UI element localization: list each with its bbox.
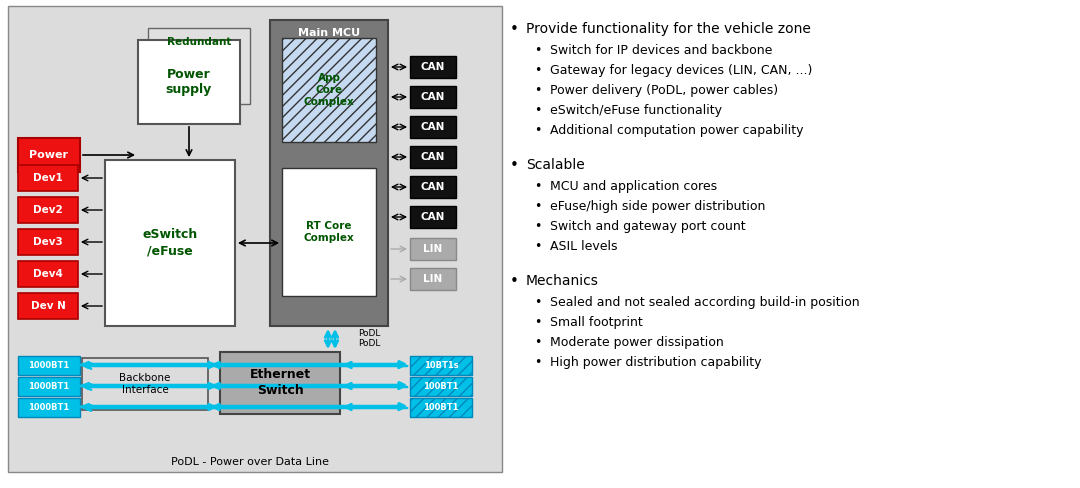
- Bar: [410, 268, 456, 290]
- Text: •: •: [534, 84, 541, 97]
- Text: Power: Power: [29, 150, 68, 160]
- Text: CAN: CAN: [421, 182, 445, 192]
- Text: LIN: LIN: [423, 244, 443, 254]
- Bar: [270, 20, 388, 326]
- Text: Dev N: Dev N: [30, 301, 66, 311]
- Bar: [410, 56, 456, 78]
- Text: •: •: [534, 200, 541, 213]
- Text: Power delivery (PoDL, power cables): Power delivery (PoDL, power cables): [550, 84, 778, 97]
- Text: eFuse/high side power distribution: eFuse/high side power distribution: [550, 200, 766, 213]
- Text: •: •: [534, 316, 541, 329]
- Text: 10BT1s: 10BT1s: [423, 361, 458, 370]
- Text: Redundant: Redundant: [166, 37, 231, 47]
- Text: 1000BT1: 1000BT1: [28, 403, 69, 412]
- Bar: [18, 165, 78, 191]
- Bar: [410, 356, 472, 375]
- Text: •: •: [510, 158, 518, 173]
- Bar: [18, 293, 78, 319]
- Bar: [410, 206, 456, 228]
- Text: •: •: [534, 336, 541, 349]
- Text: CAN: CAN: [421, 152, 445, 162]
- Text: CAN: CAN: [421, 212, 445, 222]
- Bar: [18, 356, 80, 375]
- Bar: [18, 398, 80, 417]
- Bar: [282, 38, 376, 142]
- Text: •: •: [534, 240, 541, 253]
- Bar: [138, 40, 240, 124]
- Text: Switch and gateway port count: Switch and gateway port count: [550, 220, 745, 233]
- Text: PoDL - Power over Data Line: PoDL - Power over Data Line: [171, 457, 329, 467]
- Bar: [410, 116, 456, 138]
- Text: •: •: [534, 104, 541, 117]
- Bar: [410, 86, 456, 108]
- Text: •: •: [534, 124, 541, 137]
- Bar: [282, 168, 376, 296]
- Text: •: •: [534, 356, 541, 369]
- Bar: [8, 6, 502, 472]
- Text: Moderate power dissipation: Moderate power dissipation: [550, 336, 724, 349]
- Text: •: •: [534, 64, 541, 77]
- Text: Sealed and not sealed according build-in position: Sealed and not sealed according build-in…: [550, 296, 860, 309]
- Text: Backbone
Interface: Backbone Interface: [119, 373, 171, 395]
- Text: PoDL: PoDL: [357, 329, 380, 339]
- Text: Additional computation power capability: Additional computation power capability: [550, 124, 804, 137]
- Bar: [82, 358, 208, 410]
- Bar: [18, 261, 78, 287]
- Text: CAN: CAN: [421, 62, 445, 72]
- Text: •: •: [534, 180, 541, 193]
- Text: 1000BT1: 1000BT1: [28, 382, 69, 391]
- Text: •: •: [534, 44, 541, 57]
- Text: Ethernet
Switch: Ethernet Switch: [249, 368, 311, 398]
- Bar: [148, 28, 249, 104]
- Text: Dev2: Dev2: [33, 205, 63, 215]
- Text: eSwitch/eFuse functionality: eSwitch/eFuse functionality: [550, 104, 723, 117]
- Text: •: •: [534, 296, 541, 309]
- Text: Mechanics: Mechanics: [526, 274, 599, 288]
- Text: Dev1: Dev1: [33, 173, 63, 183]
- Text: Gateway for legacy devices (LIN, CAN, ...): Gateway for legacy devices (LIN, CAN, ..…: [550, 64, 812, 77]
- Bar: [18, 377, 80, 396]
- Text: Dev3: Dev3: [33, 237, 63, 247]
- Bar: [410, 176, 456, 198]
- Text: High power distribution capability: High power distribution capability: [550, 356, 761, 369]
- Text: Main MCU: Main MCU: [298, 28, 360, 38]
- Bar: [18, 138, 80, 172]
- Text: CAN: CAN: [421, 92, 445, 102]
- Bar: [105, 160, 235, 326]
- Text: •: •: [510, 274, 518, 289]
- Bar: [410, 398, 472, 417]
- Text: 1000BT1: 1000BT1: [28, 361, 69, 370]
- Text: App
Core
Complex: App Core Complex: [303, 73, 354, 107]
- Text: Provide functionality for the vehicle zone: Provide functionality for the vehicle zo…: [526, 22, 811, 36]
- Text: Scalable: Scalable: [526, 158, 584, 172]
- Bar: [410, 146, 456, 168]
- Text: RT Core
Complex: RT Core Complex: [303, 221, 354, 243]
- Text: Switch for IP devices and backbone: Switch for IP devices and backbone: [550, 44, 772, 57]
- Text: 100BT1: 100BT1: [423, 382, 459, 391]
- Text: Small footprint: Small footprint: [550, 316, 643, 329]
- Bar: [18, 197, 78, 223]
- Text: CAN: CAN: [421, 122, 445, 132]
- Text: eSwitch
/eFuse: eSwitch /eFuse: [143, 228, 198, 258]
- Bar: [220, 352, 340, 414]
- Text: 100BT1: 100BT1: [423, 403, 459, 412]
- Text: ASIL levels: ASIL levels: [550, 240, 618, 253]
- Text: LIN: LIN: [423, 274, 443, 284]
- Bar: [18, 229, 78, 255]
- Text: Dev4: Dev4: [33, 269, 63, 279]
- Bar: [410, 238, 456, 260]
- Text: •: •: [534, 220, 541, 233]
- Text: •: •: [510, 22, 518, 37]
- Bar: [410, 377, 472, 396]
- Text: PoDL: PoDL: [357, 340, 380, 348]
- Text: MCU and application cores: MCU and application cores: [550, 180, 717, 193]
- Text: Power
supply: Power supply: [166, 67, 212, 97]
